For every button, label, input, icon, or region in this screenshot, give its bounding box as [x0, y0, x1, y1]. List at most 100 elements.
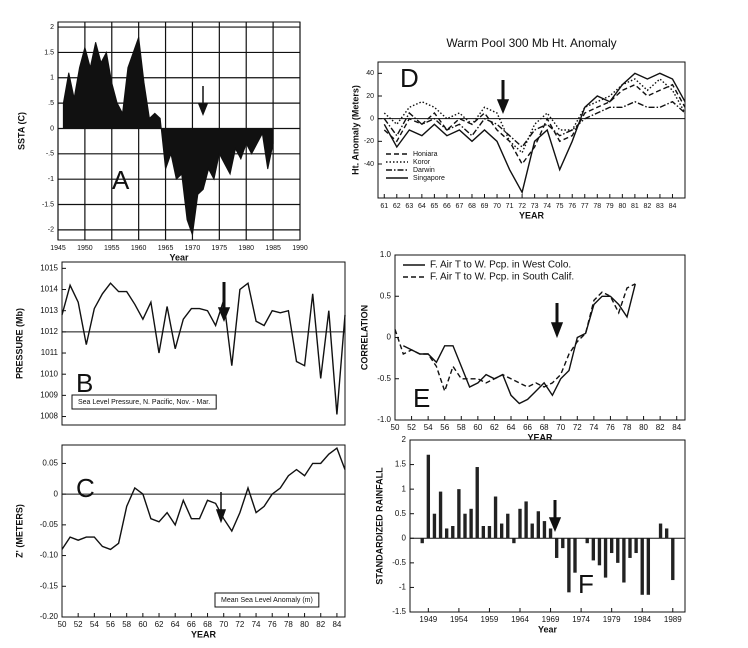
- annotation: Sea Level Pressure, N. Pacific, Nov. - M…: [78, 399, 210, 406]
- x-tick-label: 58: [457, 423, 466, 432]
- y-tick-label: -1.5: [42, 201, 54, 208]
- x-tick-label: 52: [74, 620, 83, 629]
- y-tick-label: -1.0: [377, 415, 391, 424]
- annotation-box: [214, 592, 320, 608]
- arrow-head: [197, 103, 209, 117]
- y-tick-label: 1009: [40, 390, 58, 399]
- x-tick-label: 70: [219, 620, 228, 629]
- data-line: [394, 283, 636, 394]
- y-tick-label: -1.5: [392, 607, 406, 616]
- x-tick-label: 63: [405, 203, 413, 210]
- x-tick-label: 62: [155, 620, 164, 629]
- plot-frame: [61, 261, 346, 426]
- x-tick-label: 64: [171, 620, 180, 629]
- y-tick-label: 0.05: [42, 459, 58, 468]
- x-tick-label: 68: [468, 203, 476, 210]
- y-tick-label: 0: [387, 333, 392, 342]
- bar: [493, 496, 498, 539]
- bar: [451, 526, 455, 539]
- x-axis-label: YEAR: [527, 432, 553, 442]
- y-tick-label: 1.5: [44, 49, 54, 56]
- x-tick-label: 78: [593, 203, 601, 210]
- x-tick-label: 80: [300, 620, 309, 629]
- x-tick-label: 76: [268, 620, 277, 629]
- chart-title: Warm Pool 300 Mb Ht. Anomaly: [446, 36, 616, 50]
- bar: [481, 526, 486, 539]
- x-tick-label: 54: [424, 423, 433, 432]
- x-tick-label: 1979: [603, 615, 621, 624]
- y-tick-label: 0: [54, 489, 59, 498]
- x-tick-label: 1950: [77, 245, 93, 252]
- x-axis-label: Year: [538, 624, 558, 634]
- bar: [463, 513, 467, 539]
- y-tick-label: -0.5: [377, 374, 391, 383]
- x-tick-label: 66: [523, 423, 532, 432]
- x-axis-label: YEAR: [519, 210, 545, 220]
- x-tick-label: 61: [380, 203, 388, 210]
- legend-label: F. Air T to W. Pcp. in West Colo.: [430, 260, 571, 271]
- x-tick-label: 66: [187, 620, 196, 629]
- bar: [561, 538, 565, 549]
- x-tick-label: 1945: [50, 245, 66, 252]
- annotation-box: [71, 394, 217, 410]
- panel-label: D: [400, 63, 419, 93]
- y-tick-label: -0.5: [392, 558, 406, 567]
- x-tick-label: 1974: [572, 615, 590, 624]
- y-tick-label: -0.10: [40, 551, 59, 560]
- x-tick-label: 84: [669, 203, 677, 210]
- bar: [438, 491, 443, 539]
- y-tick-label: -2: [48, 227, 54, 234]
- x-tick-label: 76: [568, 203, 576, 210]
- x-tick-label: 70: [556, 423, 565, 432]
- bar: [542, 521, 547, 539]
- x-tick-label: 1980: [238, 245, 254, 252]
- x-tick-label: 56: [440, 423, 449, 432]
- y-tick-label: 1: [50, 75, 54, 82]
- x-tick-label: 72: [573, 423, 582, 432]
- x-tick-label: 64: [507, 423, 516, 432]
- y-tick-label: -0.05: [40, 520, 59, 529]
- y-tick-label: -1: [399, 583, 407, 592]
- bar: [664, 528, 669, 539]
- bar: [499, 523, 504, 539]
- arrow-head: [215, 509, 227, 524]
- bar: [487, 526, 492, 539]
- bar: [671, 538, 675, 581]
- x-tick-label: 1955: [104, 245, 120, 252]
- x-tick-label: 56: [106, 620, 115, 629]
- panel-label: C: [76, 473, 95, 503]
- bar: [573, 538, 577, 573]
- plot-frame: [377, 61, 686, 199]
- panel-label: A: [112, 165, 130, 195]
- x-tick-label: 50: [58, 620, 67, 629]
- bar: [475, 467, 479, 539]
- x-tick-label: 82: [644, 203, 652, 210]
- x-tick-label: 84: [332, 620, 341, 629]
- bar: [658, 523, 663, 539]
- data-line: [383, 78, 686, 154]
- y-tick-label: 1: [402, 484, 407, 493]
- x-tick-label: 1954: [450, 615, 468, 624]
- y-tick-label: 1015: [40, 263, 58, 272]
- x-tick-label: 1960: [131, 245, 147, 252]
- y-axis-label: SSTA (C): [16, 112, 26, 150]
- legend-label: Honiara: [413, 151, 438, 158]
- arrow-head: [548, 517, 562, 532]
- bar: [634, 538, 638, 554]
- x-tick-label: 80: [639, 423, 648, 432]
- y-tick-label: 0: [370, 116, 374, 123]
- data-line: [402, 283, 636, 405]
- x-tick-label: 62: [490, 423, 499, 432]
- area: [62, 37, 274, 236]
- x-tick-label: 80: [618, 203, 626, 210]
- x-tick-label: 1965: [158, 245, 174, 252]
- y-tick-label: 2: [50, 24, 54, 31]
- bar: [554, 538, 559, 558]
- x-tick-label: 82: [316, 620, 325, 629]
- x-tick-label: 68: [203, 620, 212, 629]
- x-tick-label: 71: [506, 203, 514, 210]
- y-tick-label: -20: [364, 138, 374, 145]
- x-tick-label: 72: [235, 620, 244, 629]
- bar: [622, 538, 626, 583]
- bar: [506, 513, 510, 539]
